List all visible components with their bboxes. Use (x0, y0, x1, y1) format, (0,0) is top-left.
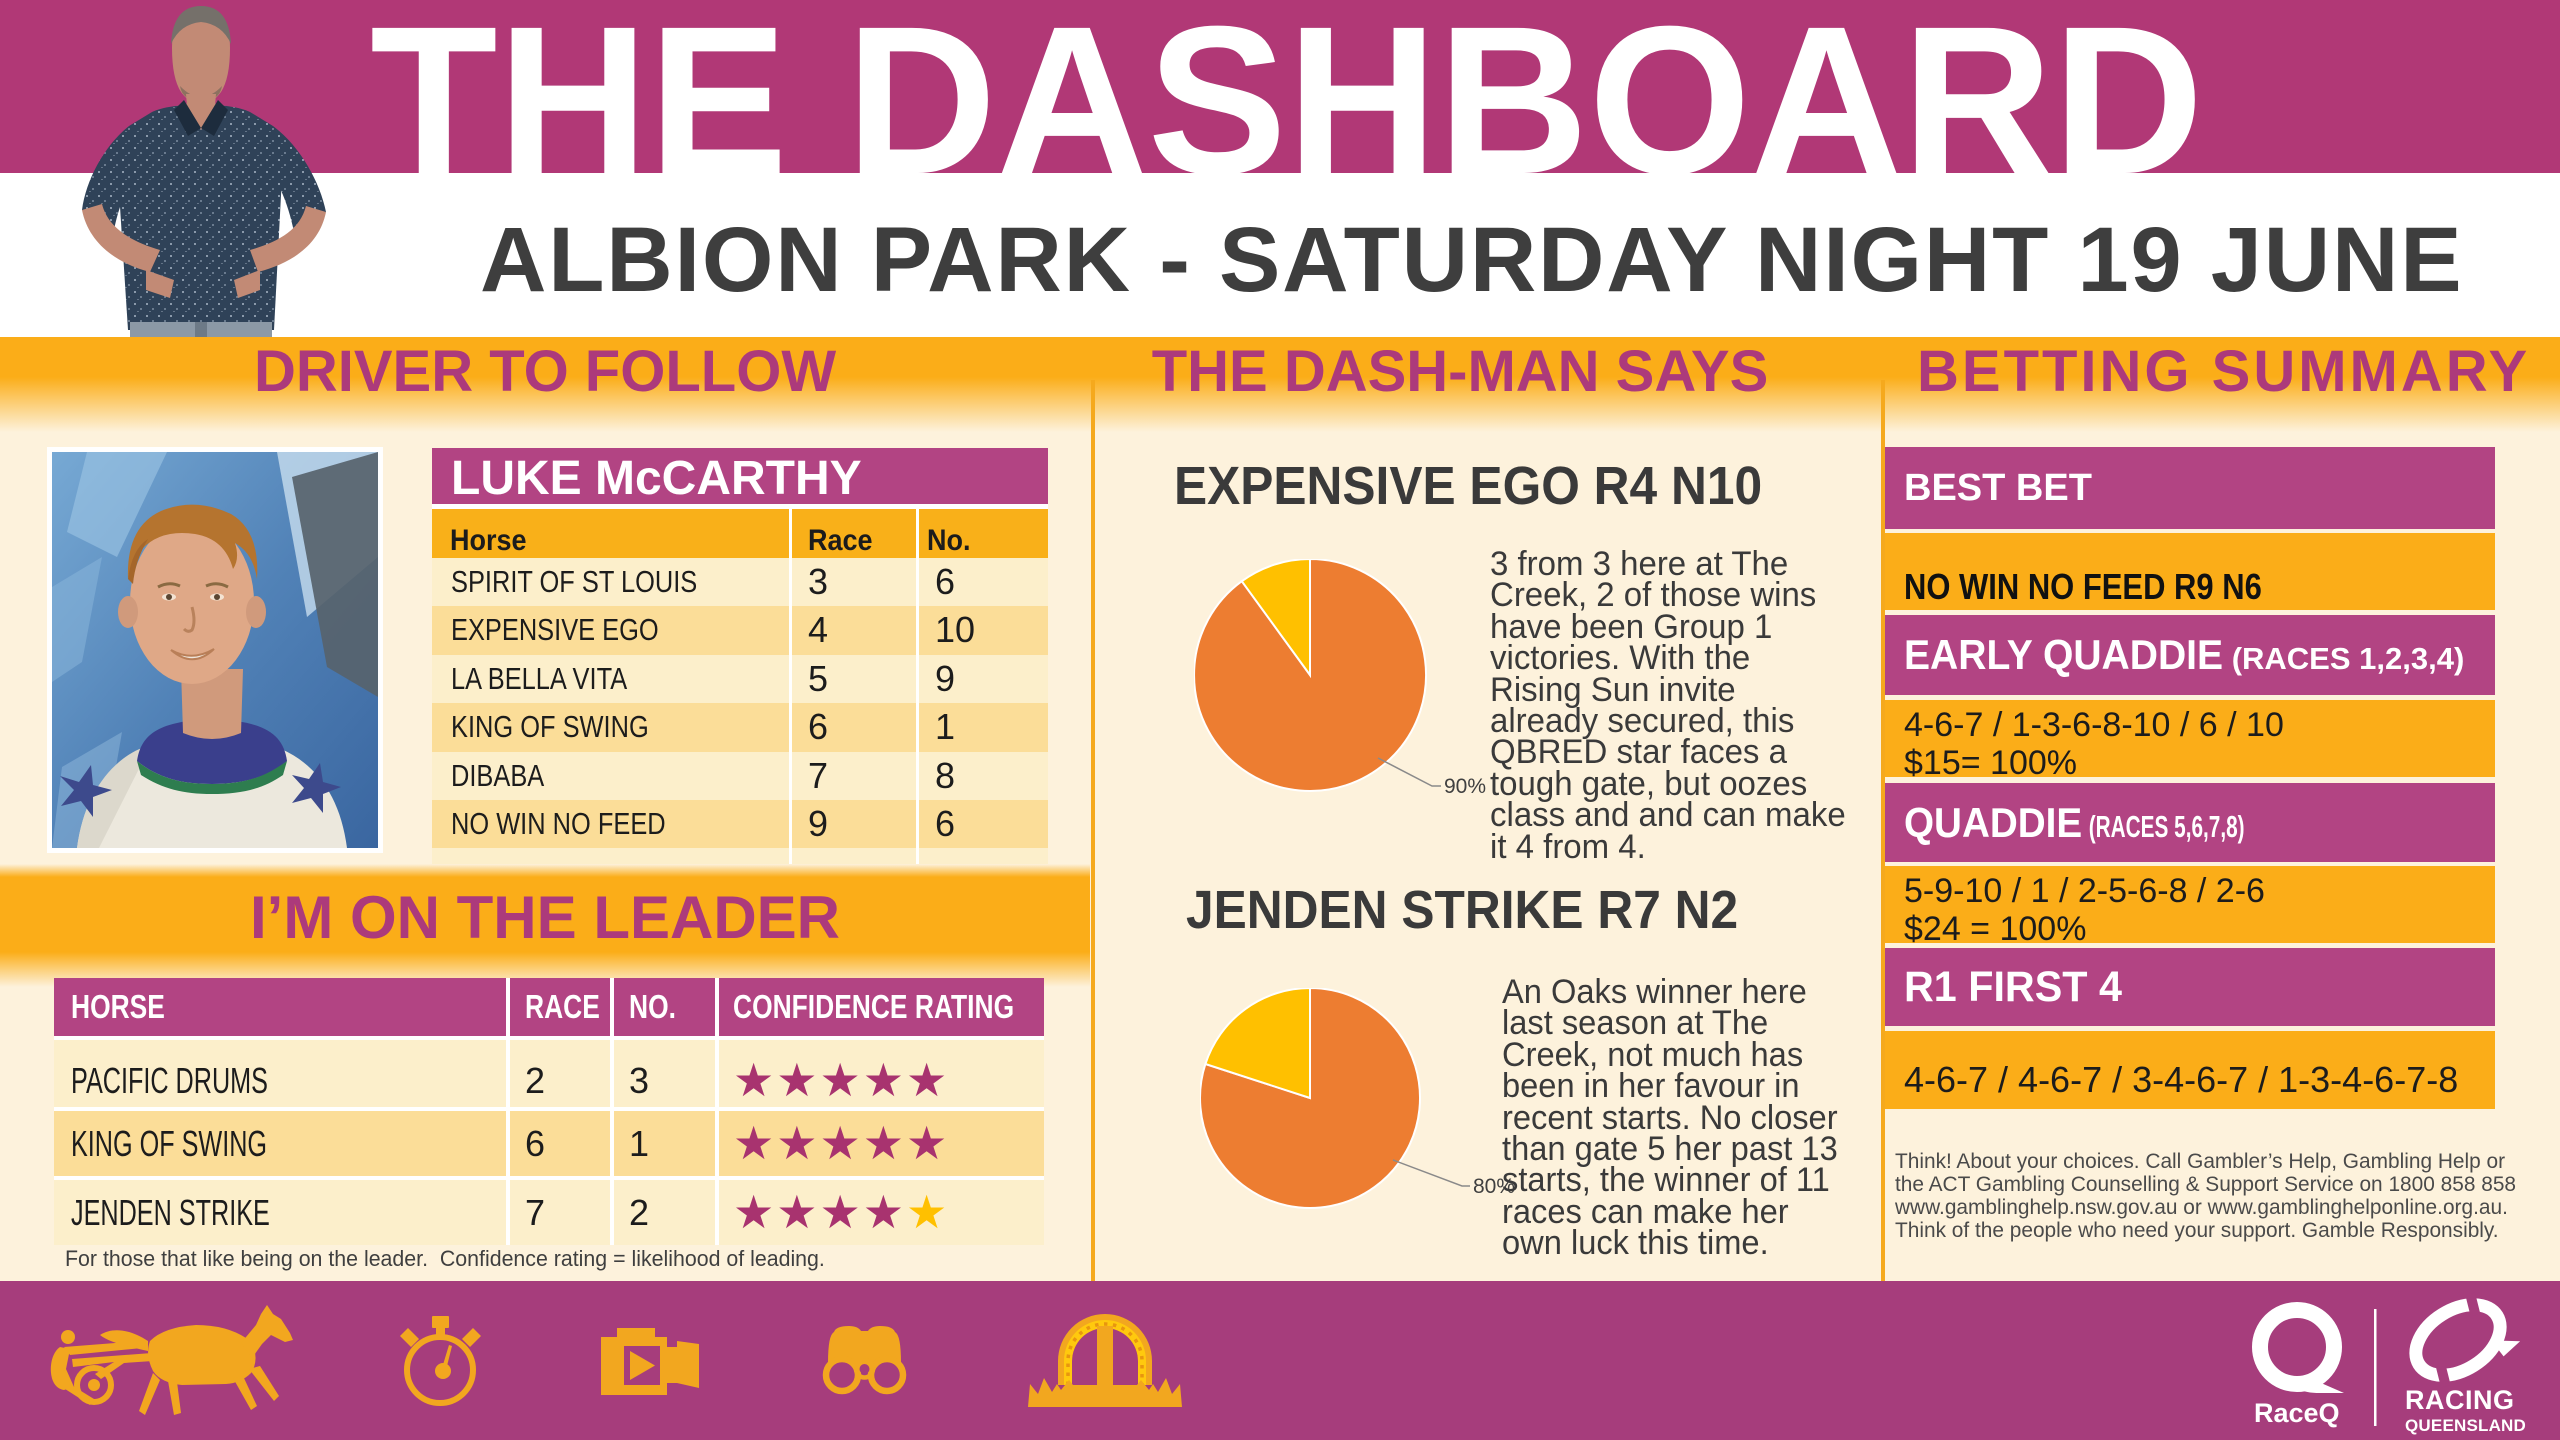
svg-text:RaceQ: RaceQ (2254, 1398, 2340, 1428)
svg-text:90%: 90% (1444, 775, 1486, 798)
svg-text:80%: 80% (1473, 1175, 1515, 1198)
svg-text:RACING: RACING (2405, 1385, 2515, 1415)
svg-text:QUEENSLAND: QUEENSLAND (2405, 1416, 2526, 1435)
